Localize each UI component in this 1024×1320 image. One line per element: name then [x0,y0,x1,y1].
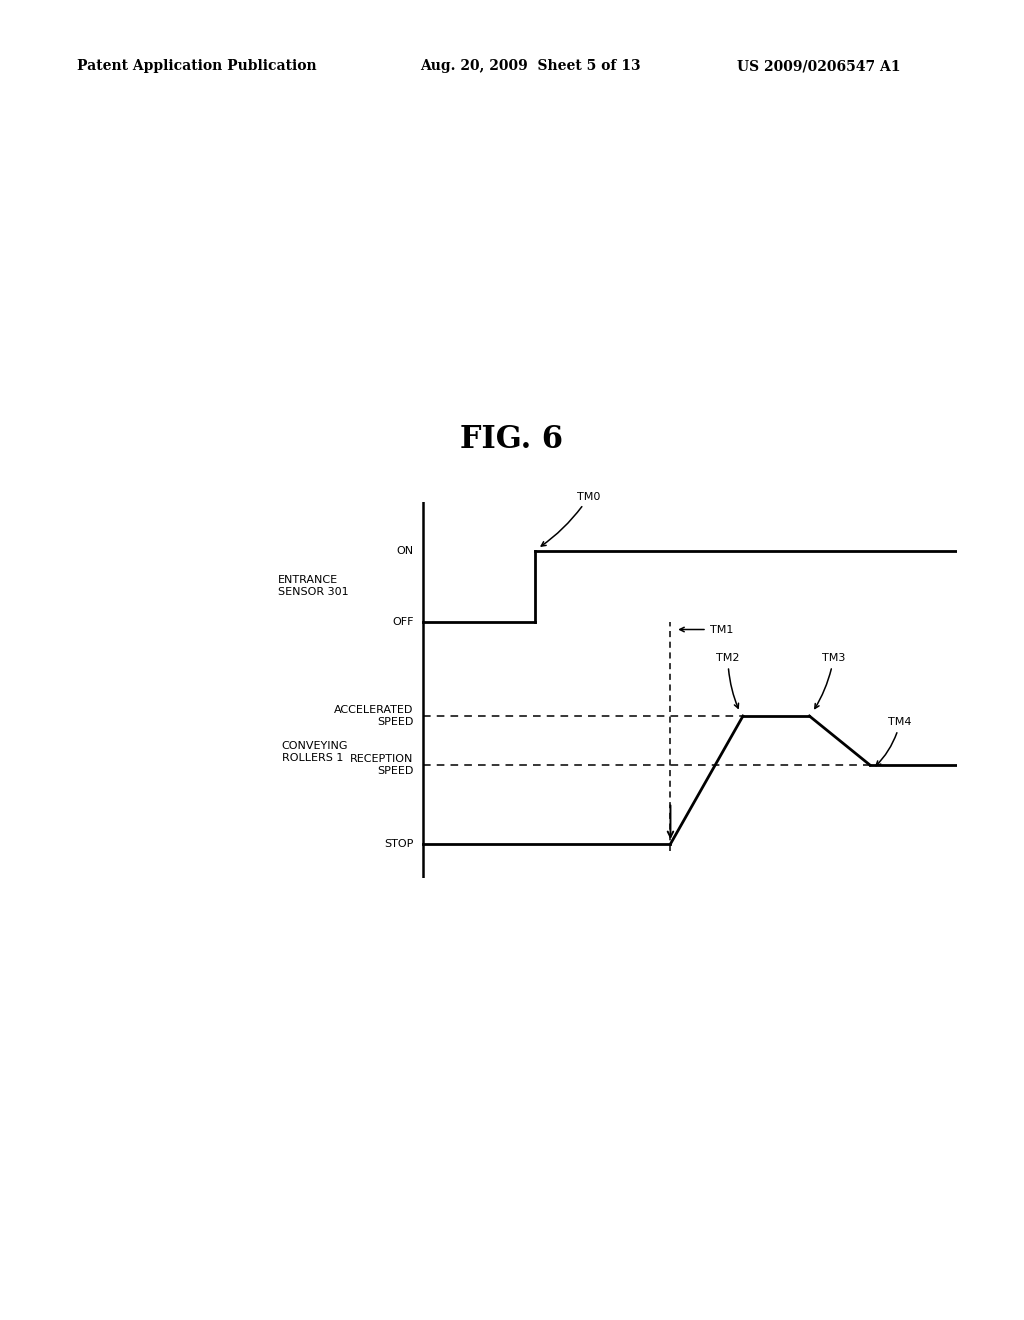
Text: RECEPTION
SPEED: RECEPTION SPEED [350,754,414,776]
Text: CONVEYING
ROLLERS 1: CONVEYING ROLLERS 1 [282,741,348,763]
Text: TM2: TM2 [716,653,739,708]
Text: ACCELERATED
SPEED: ACCELERATED SPEED [334,705,414,727]
Text: TM3: TM3 [815,653,845,709]
Text: STOP: STOP [384,840,414,849]
Text: ON: ON [396,545,414,556]
Text: ENTRANCE
SENSOR 301: ENTRANCE SENSOR 301 [278,576,348,597]
Text: Patent Application Publication: Patent Application Publication [77,59,316,74]
Text: TM4: TM4 [877,717,911,766]
Text: FIG. 6: FIG. 6 [461,425,563,455]
Text: TM1: TM1 [680,624,733,635]
Text: US 2009/0206547 A1: US 2009/0206547 A1 [737,59,901,74]
Text: Aug. 20, 2009  Sheet 5 of 13: Aug. 20, 2009 Sheet 5 of 13 [420,59,640,74]
Text: TM0: TM0 [542,491,601,546]
Text: OFF: OFF [392,616,414,627]
